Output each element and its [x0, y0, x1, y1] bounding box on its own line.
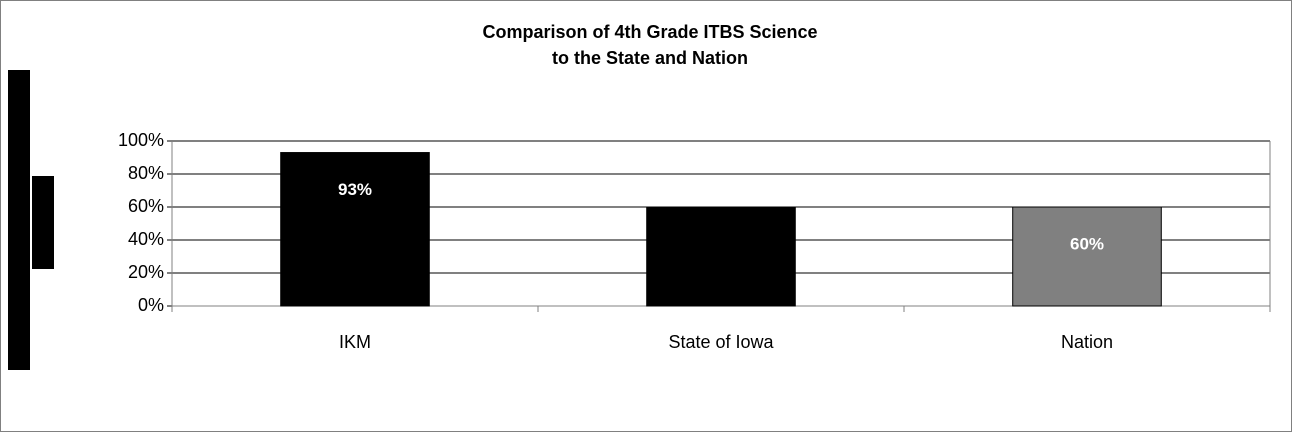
chart-title: to the State and Nation	[552, 48, 748, 68]
decoration	[32, 176, 54, 269]
y-tick-label: 40%	[128, 229, 164, 249]
bar	[646, 206, 796, 307]
bar	[1012, 206, 1162, 307]
y-tick-label: 60%	[128, 196, 164, 216]
data-label: 60%	[1070, 234, 1104, 253]
y-tick-label: 100%	[118, 130, 164, 150]
decoration	[8, 70, 30, 370]
bar	[280, 152, 430, 307]
y-tick-label: 20%	[128, 262, 164, 282]
x-tick-label: Nation	[1061, 332, 1113, 352]
x-tick-label: State of Iowa	[668, 332, 774, 352]
y-tick-label: 80%	[128, 163, 164, 183]
y-tick-label: 0%	[138, 295, 164, 315]
chart-title: Comparison of 4th Grade ITBS Science	[482, 22, 817, 42]
data-label: 93%	[338, 180, 372, 199]
x-tick-label: IKM	[339, 332, 371, 352]
